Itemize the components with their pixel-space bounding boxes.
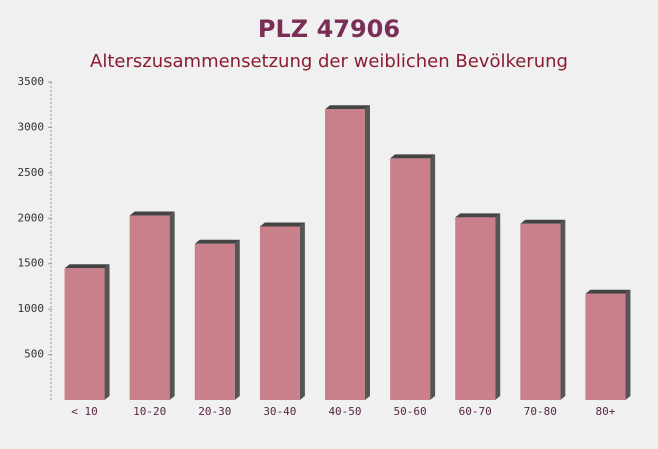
bar [325, 109, 365, 400]
y-tick-label: 3500 [18, 75, 45, 88]
y-tick-label: 3000 [18, 120, 45, 133]
y-tick-label: 1500 [18, 257, 45, 270]
y-tick-label: 1000 [18, 302, 45, 315]
x-tick-label: 30-40 [263, 405, 296, 418]
bar [64, 268, 105, 400]
bar [129, 215, 170, 400]
y-tick-label: 500 [24, 348, 44, 361]
bar-shadow [299, 222, 305, 400]
bar-shadow [585, 289, 631, 294]
bar-shadow [625, 289, 631, 400]
x-tick-label: 70-80 [524, 405, 557, 418]
bar [194, 243, 235, 400]
bar-shadow [129, 211, 175, 216]
x-tick-label: 40-50 [328, 405, 361, 418]
bar [520, 223, 561, 400]
x-tick-label: 80+ [596, 405, 616, 418]
x-tick-label: 60-70 [459, 405, 492, 418]
bar-shadow [430, 154, 436, 400]
bar-shadow [455, 213, 501, 218]
bar-shadow [390, 154, 436, 159]
bar-shadow [495, 213, 501, 400]
y-tick-label: 2500 [18, 166, 45, 179]
chart-title: PLZ 47906 [258, 15, 400, 43]
bar-shadow [560, 219, 566, 400]
x-tick-label: < 10 [71, 405, 98, 418]
bar-shadow [169, 211, 175, 400]
bar [259, 226, 300, 400]
bar-shadow [365, 105, 370, 400]
bar-shadow [325, 105, 370, 110]
x-tick-label: 50-60 [394, 405, 427, 418]
bar-shadow [104, 264, 110, 400]
chart-subtitle: Alterszusammensetzung der weiblichen Bev… [90, 51, 568, 72]
bar [585, 293, 626, 400]
bar-shadow [234, 239, 240, 400]
bar-shadow [64, 264, 110, 269]
bar-shadow [520, 219, 566, 224]
y-tick-label: 2000 [18, 211, 45, 224]
x-tick-label: 20-30 [198, 405, 231, 418]
bar [390, 158, 431, 400]
bar-shadow [194, 239, 240, 244]
bar [455, 217, 496, 400]
x-tick-label: 10-20 [133, 405, 166, 418]
bar-shadow [259, 222, 305, 227]
